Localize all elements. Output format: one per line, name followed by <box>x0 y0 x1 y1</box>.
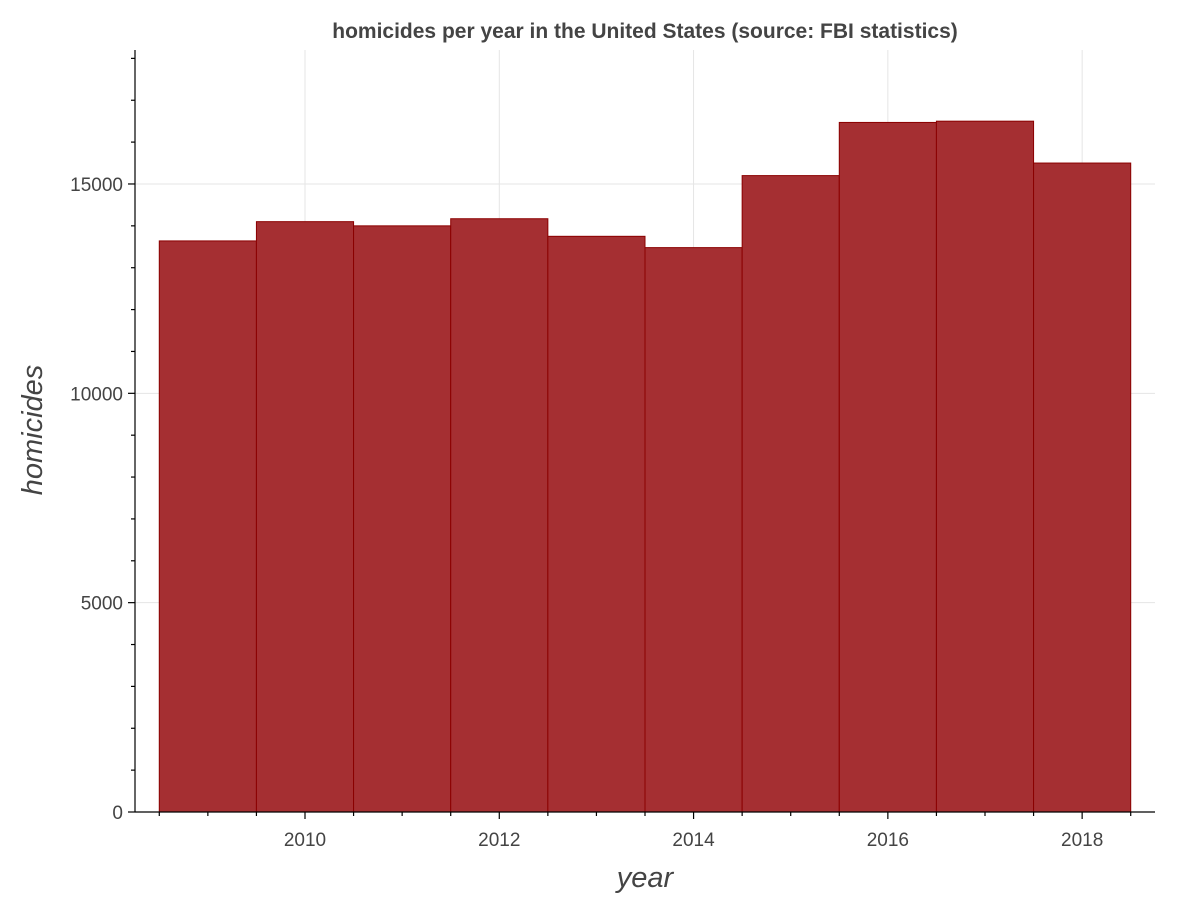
chart-title: homicides per year in the United States … <box>332 20 958 43</box>
y-axis-label: homicides <box>17 365 49 496</box>
y-tick-label: 5000 <box>81 594 123 615</box>
x-tick-label: 2016 <box>867 830 909 851</box>
bar-2014 <box>644 247 743 813</box>
bar-2015 <box>741 175 840 813</box>
y-tick-label: 15000 <box>70 175 123 196</box>
axes: 0 5000 10000 15000 2010 2012 2014 2016 2018 <box>70 50 1155 851</box>
bar-2009 <box>158 240 257 813</box>
bar-2017 <box>935 120 1035 813</box>
bar-2016 <box>838 121 937 813</box>
y-tick-label: 0 <box>112 803 123 824</box>
x-tick-label: 2018 <box>1061 830 1103 851</box>
bars <box>158 120 1132 813</box>
bar-2018 <box>1033 162 1132 813</box>
y-tick-label: 10000 <box>70 384 123 405</box>
bar-2013 <box>547 235 646 813</box>
bar-2010 <box>255 221 355 813</box>
x-tick-label: 2014 <box>672 830 715 851</box>
bar-2012 <box>450 218 549 813</box>
x-axis-label: year <box>615 862 675 894</box>
x-tick-label: 2012 <box>478 830 520 851</box>
bar-2011 <box>353 225 452 813</box>
x-tick-label: 2010 <box>284 830 326 851</box>
